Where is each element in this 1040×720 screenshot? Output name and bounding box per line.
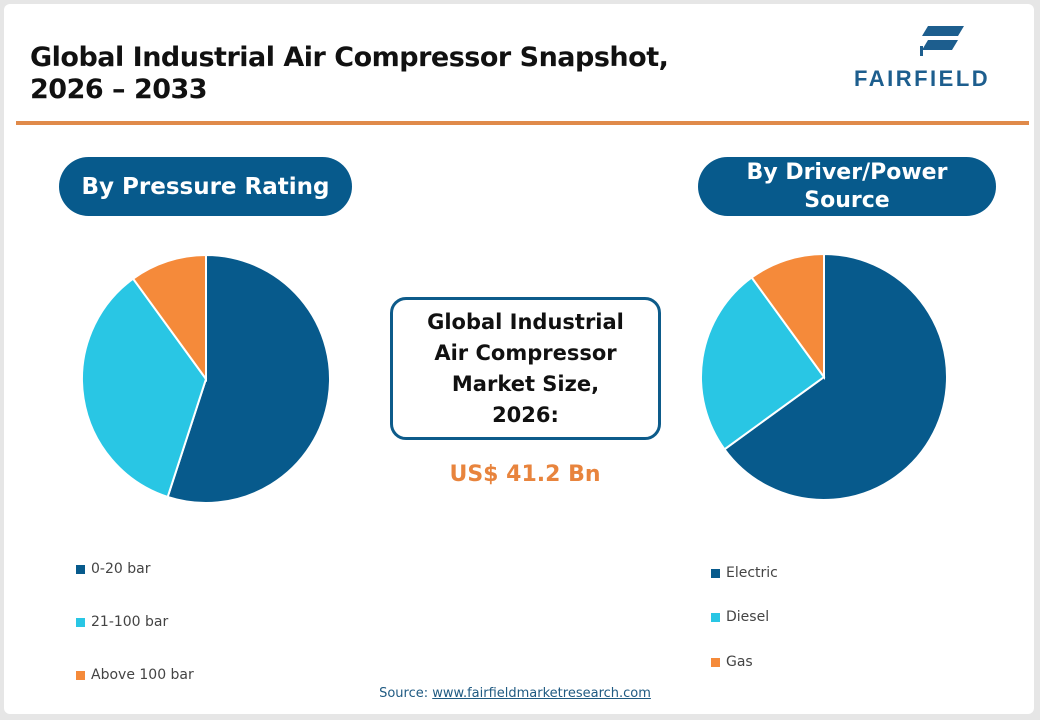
logo-mark-icon [920, 26, 964, 56]
legend-label: 0-20 bar [91, 561, 151, 577]
pie-slice-0-20-bar [166, 253, 331, 504]
legend-label: Diesel [726, 609, 770, 625]
source-note: Source: www.fairfieldmarketresearch.com [0, 686, 1030, 701]
legend-item-21-100-bar: 21-100 bar [76, 614, 168, 630]
driver-power-heading: By Driver/Power Source [698, 157, 996, 216]
page-title: Global Industrial Air Compressor Snapsho… [30, 42, 669, 106]
market-size-label-line: Global Industrial [427, 309, 624, 334]
heading-line-1: By Driver/Power [746, 159, 948, 185]
legend-label: Gas [726, 654, 753, 670]
legend-item-gas: Gas [711, 654, 753, 670]
legend-swatch [711, 568, 720, 578]
legend-item-diesel: Diesel [711, 609, 769, 625]
legend-swatch [711, 612, 720, 622]
fairfield-logo: FAIRFIELD [854, 24, 1029, 94]
legend-label: Electric [726, 565, 778, 581]
legend-label: Above 100 bar [91, 667, 194, 683]
heading-line-2: Source [804, 187, 890, 213]
source-link[interactable]: www.fairfieldmarketresearch.com [432, 686, 651, 701]
driver-power-pie-chart [700, 252, 948, 501]
legend-swatch [76, 564, 85, 574]
market-size-label-line: Air Compressor [434, 340, 617, 365]
pressure-rating-heading: By Pressure Rating [59, 157, 352, 216]
logo-text: FAIRFIELD [854, 66, 991, 91]
legend-item-electric: Electric [711, 565, 778, 581]
source-prefix: Source: [379, 686, 433, 701]
title-line-2: 2026 – 2033 [30, 74, 208, 105]
pie-slice-above-100-bar [131, 253, 207, 383]
title-line-1: Global Industrial Air Compressor Snapsho… [30, 42, 669, 73]
market-size-label-line: Market Size, [451, 371, 600, 396]
pie-slice-diesel [700, 276, 826, 451]
header-divider [16, 121, 1029, 125]
pressure-rating-pie-chart [81, 253, 331, 504]
legend-label: 21-100 bar [91, 614, 169, 630]
legend-item-0-20-bar: 0-20 bar [76, 561, 150, 577]
pie-slice-21-100-bar [81, 277, 208, 499]
legend-item-above-100-bar: Above 100 bar [76, 667, 194, 683]
legend-swatch [76, 617, 85, 627]
market-size-label-line: 2026: [492, 402, 559, 427]
pie-slice-gas [750, 252, 825, 381]
market-size-label-box: Global Industrial Air Compressor Market … [390, 297, 661, 440]
pie-slice-electric [723, 252, 948, 501]
legend-swatch [76, 670, 85, 680]
market-size-value: US$ 41.2 Bn [449, 462, 601, 487]
legend-swatch [711, 657, 720, 667]
